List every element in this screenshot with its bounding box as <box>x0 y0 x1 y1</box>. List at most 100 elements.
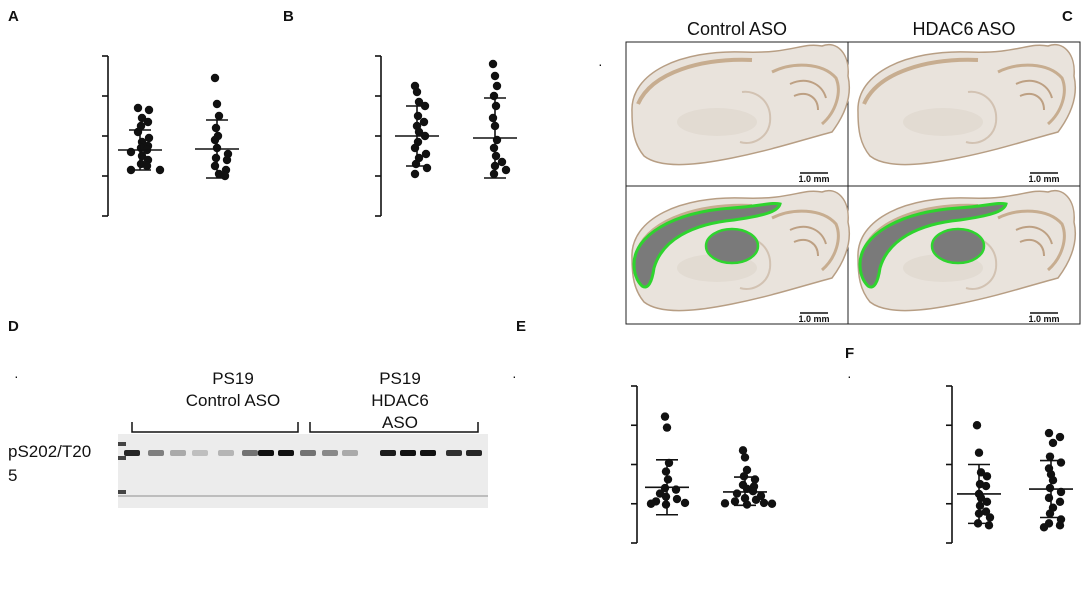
blot-band <box>380 450 396 456</box>
data-point <box>490 71 500 81</box>
data-point <box>489 169 499 179</box>
data-point <box>211 153 221 163</box>
data-point <box>984 521 994 530</box>
blot-group-control: PS19 Control ASO <box>148 368 318 412</box>
data-point <box>491 101 501 111</box>
data-point <box>732 489 742 498</box>
data-point <box>133 103 143 113</box>
data-point <box>982 472 992 481</box>
blot-band <box>342 450 358 456</box>
chart-htrf <box>946 385 1073 544</box>
blot-group-hdac6: PS19 HDAC6 ASO <box>320 368 480 434</box>
blot-band-label-line1: pS202/T20 <box>8 442 92 461</box>
data-point <box>981 507 991 516</box>
blot-group-control-line1: PS19 <box>212 369 254 388</box>
series-group <box>195 73 239 181</box>
data-point <box>981 481 991 491</box>
data-point <box>133 127 143 137</box>
panel-label-f: F <box>845 345 855 362</box>
data-point <box>751 495 761 505</box>
data-point <box>1044 493 1054 503</box>
blot-band <box>322 450 338 456</box>
blot-band <box>300 450 316 456</box>
data-point <box>1056 487 1066 497</box>
data-point <box>661 492 671 501</box>
blot-band <box>466 450 482 456</box>
blot-group-control-line2: Control ASO <box>185 391 281 410</box>
histology-panel: 1.0 mm 1.0 mm 1.0 mm 1.0 mm Control ASO … <box>625 19 1081 325</box>
blot-band <box>124 450 140 456</box>
series-group <box>1029 428 1073 532</box>
data-point <box>411 159 421 169</box>
blot-band <box>420 450 436 456</box>
panel-label-a: A <box>8 8 19 25</box>
blot-marker <box>118 456 126 460</box>
data-point <box>410 143 420 153</box>
data-point <box>661 467 671 476</box>
data-point <box>144 133 154 143</box>
panel-label-b: B <box>283 8 294 25</box>
data-point <box>759 498 769 508</box>
blot-band <box>242 450 258 456</box>
blot-bracket-hdac6 <box>309 422 479 433</box>
data-point <box>661 500 671 509</box>
data-point <box>660 412 670 421</box>
data-point <box>672 494 682 504</box>
data-point <box>491 151 501 161</box>
data-point <box>497 157 507 167</box>
data-point <box>488 59 498 69</box>
column-title-control: Control ASO <box>687 19 787 39</box>
scale-bar-label: 1.0 mm <box>798 314 829 324</box>
data-point <box>742 465 752 475</box>
series-group <box>720 446 777 509</box>
blot-band-label-line2: 5 <box>8 466 18 485</box>
data-point <box>767 499 777 508</box>
data-point <box>155 165 165 175</box>
chart-sarkosyl-insoluble <box>631 385 777 544</box>
data-point <box>143 117 153 127</box>
data-point <box>212 99 222 109</box>
data-point <box>730 497 740 506</box>
data-point <box>1045 509 1055 518</box>
chart-cortex <box>102 55 239 217</box>
scale-bar-label: 1.0 mm <box>1028 314 1059 324</box>
data-point <box>1045 483 1055 493</box>
blot-group-hdac6-line2: HDAC6 <box>371 391 429 410</box>
data-point <box>1055 521 1065 530</box>
data-point <box>492 135 502 145</box>
data-point <box>126 147 136 157</box>
blot-group-hdac6-line1: PS19 <box>379 369 421 388</box>
data-point <box>1039 523 1049 532</box>
series-group <box>118 103 165 175</box>
data-point <box>210 161 220 171</box>
blot-band <box>278 450 294 456</box>
data-point <box>210 135 220 145</box>
blot-group-hdac6-line3: ASO <box>382 413 418 432</box>
series-group <box>957 421 1001 530</box>
blot-bracket-control <box>131 422 299 433</box>
data-point <box>1055 497 1065 506</box>
data-point <box>501 165 511 175</box>
stray-dot-d: · <box>14 368 19 384</box>
blot-band-label: pS202/T20 5 <box>8 440 91 488</box>
data-point <box>220 171 230 181</box>
scale-bar-label: 1.0 mm <box>798 174 829 184</box>
stray-dot-c: · <box>598 56 603 72</box>
data-point <box>740 453 750 462</box>
data-point <box>975 501 985 510</box>
data-point <box>210 73 220 83</box>
data-point <box>982 497 992 506</box>
blot-marker <box>118 442 126 446</box>
blot-band <box>148 450 164 456</box>
data-point <box>422 163 432 173</box>
data-point <box>214 111 224 121</box>
data-point <box>492 81 502 91</box>
series-group <box>473 59 517 179</box>
data-point <box>137 113 147 123</box>
blot-band <box>258 450 274 456</box>
data-point <box>142 161 152 171</box>
blot-band <box>400 450 416 456</box>
data-point <box>662 423 672 432</box>
data-point <box>646 499 656 508</box>
panel-label-c: C <box>1062 8 1073 25</box>
